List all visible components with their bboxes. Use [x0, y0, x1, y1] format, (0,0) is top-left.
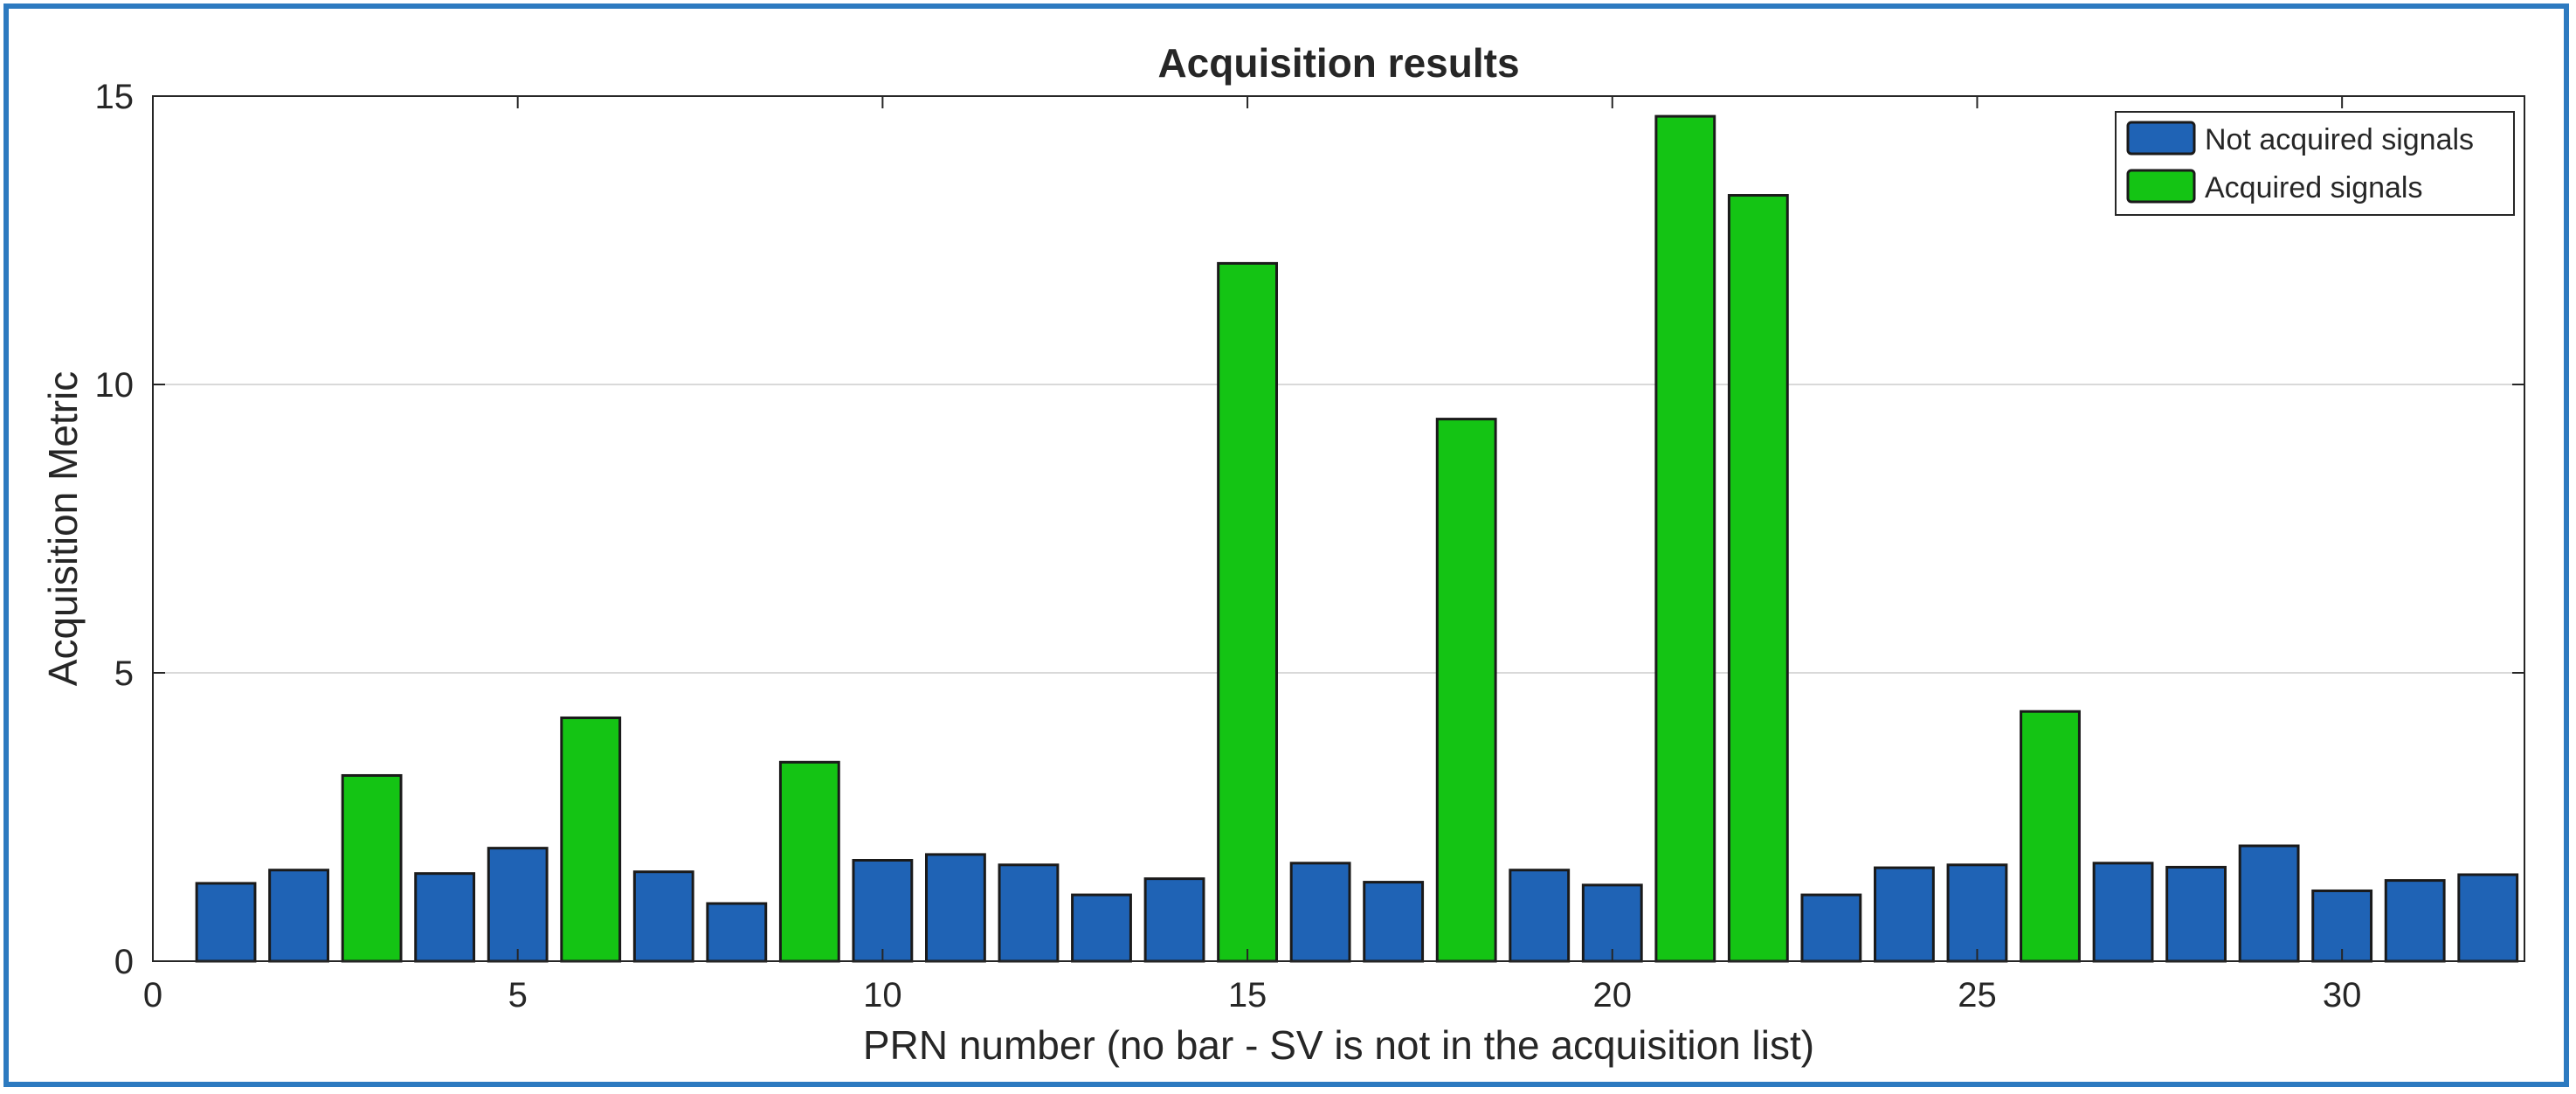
bar-prn-23 [1800, 893, 1862, 963]
legend-label: Acquired signals [2205, 171, 2422, 204]
legend-label: Not acquired signals [2205, 123, 2474, 156]
bar-prn-21 [1654, 114, 1716, 963]
x-tick-label: 5 [508, 976, 528, 1014]
bar-prn-5 [487, 847, 549, 963]
bar-prn-14 [1143, 877, 1205, 963]
y-tick-label: 10 [95, 366, 135, 405]
bar-prn-32 [2457, 873, 2519, 963]
bar-prn-11 [925, 853, 986, 963]
x-tick-label: 25 [1958, 976, 1997, 1014]
bar-prn-16 [1289, 862, 1351, 963]
legend: Not acquired signals Acquired signals [2115, 111, 2515, 216]
y-tick-label: 15 [95, 78, 135, 116]
y-tick-label: 5 [114, 654, 134, 693]
x-tick-label: 20 [1593, 976, 1633, 1014]
legend-swatch [2126, 121, 2196, 156]
bar-prn-1 [195, 882, 257, 963]
bar-prn-12 [998, 863, 1060, 963]
bar-prn-3 [341, 773, 403, 963]
legend-swatch [2126, 169, 2196, 204]
bar-prn-24 [1874, 866, 1935, 963]
bar-prn-6 [560, 716, 622, 963]
bar-prn-9 [778, 760, 840, 963]
bar-prn-13 [1071, 893, 1132, 963]
bar-prn-29 [2238, 844, 2300, 963]
bar-prn-31 [2384, 879, 2446, 963]
bar-prn-27 [2092, 862, 2154, 963]
bar-prn-8 [706, 902, 768, 963]
x-axis-label: PRN number (no bar - SV is not in the ac… [863, 1022, 1814, 1068]
axes-box [152, 95, 2525, 962]
bar-prn-25 [1946, 863, 2008, 963]
bar-prn-18 [1435, 418, 1497, 963]
ticks-group: 0 5 10 15 20 25 30 0 5 10 15 [95, 78, 2524, 1014]
bar-prn-15 [1217, 261, 1278, 963]
bar-prn-28 [2165, 865, 2227, 963]
x-tick-label: 10 [863, 976, 902, 1014]
x-tick-label: 15 [1228, 976, 1267, 1014]
bar-prn-2 [268, 869, 329, 963]
chart-title: Acquisition results [1157, 40, 1519, 86]
x-tick-label: 30 [2323, 976, 2362, 1014]
bar-prn-19 [1509, 869, 1571, 963]
plot-area [153, 96, 2524, 961]
y-tick-label: 0 [114, 943, 134, 981]
bar-prn-26 [2020, 710, 2081, 963]
x-tick-label: 0 [143, 976, 162, 1014]
bar-prn-22 [1727, 194, 1789, 963]
bars-group [195, 114, 2519, 963]
y-axis-label: Acquisition Metric [40, 371, 86, 686]
bar-prn-7 [632, 870, 694, 963]
bar-prn-4 [414, 872, 476, 963]
bar-prn-17 [1363, 881, 1425, 963]
bar-prn-10 [852, 859, 914, 963]
grid-lines [153, 384, 2524, 674]
